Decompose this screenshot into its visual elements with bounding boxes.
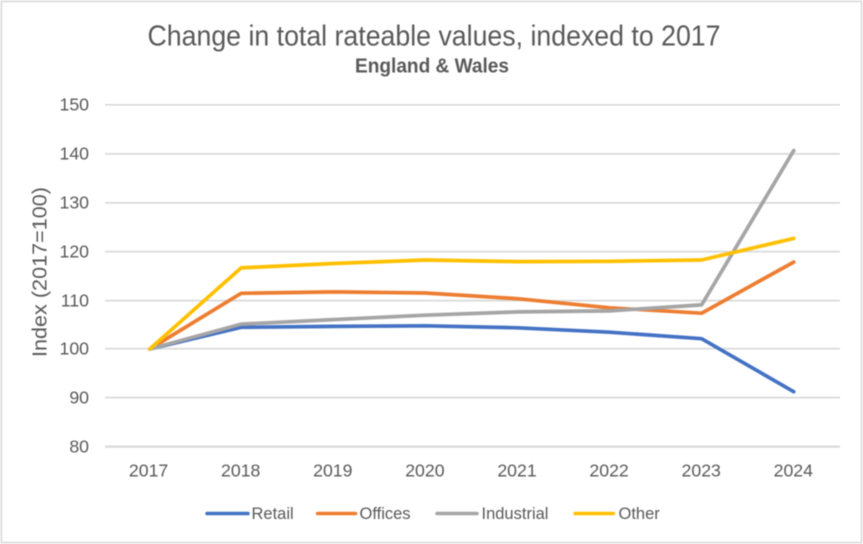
svg-text:140: 140	[59, 144, 89, 164]
svg-text:2019: 2019	[313, 461, 352, 481]
svg-text:Industrial: Industrial	[482, 505, 549, 523]
svg-text:Index (2017=100): Index (2017=100)	[30, 187, 52, 357]
svg-text:Other: Other	[619, 505, 661, 523]
svg-text:150: 150	[59, 95, 89, 115]
svg-text:2024: 2024	[774, 461, 814, 481]
svg-text:130: 130	[59, 193, 89, 213]
svg-text:2023: 2023	[682, 461, 722, 481]
svg-text:80: 80	[69, 436, 89, 456]
svg-text:110: 110	[61, 290, 89, 310]
svg-text:2020: 2020	[405, 461, 445, 481]
svg-text:Retail: Retail	[252, 505, 294, 523]
svg-text:2018: 2018	[221, 461, 261, 481]
svg-text:2022: 2022	[589, 461, 628, 481]
svg-text:Change in total rateable value: Change in total rateable values, indexed…	[148, 21, 721, 53]
svg-text:120: 120	[59, 241, 89, 261]
svg-text:2017: 2017	[129, 461, 168, 481]
svg-text:England & Wales: England & Wales	[355, 55, 509, 77]
svg-text:Offices: Offices	[360, 505, 411, 523]
svg-text:2021: 2021	[497, 461, 536, 481]
svg-text:100: 100	[59, 339, 89, 359]
svg-text:90: 90	[69, 387, 89, 407]
